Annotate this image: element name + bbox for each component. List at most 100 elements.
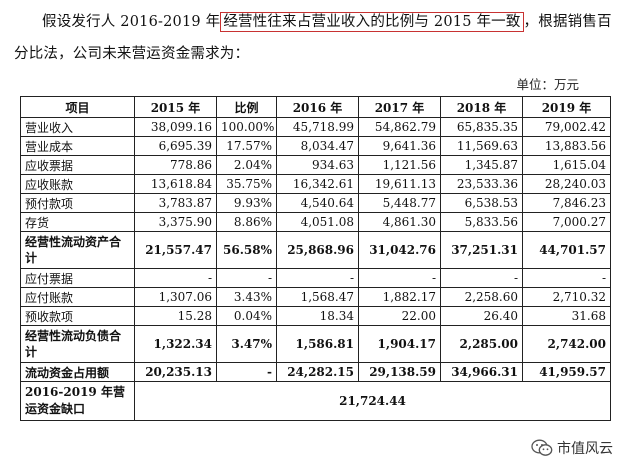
cell: - [216, 362, 277, 382]
cell: 29,138.59 [358, 362, 441, 382]
cell: 25,868.96 [276, 231, 359, 269]
table-row: 应付账款 1,307.06 3.43% 1,568.47 1,882.17 2,… [20, 287, 611, 307]
cell: 3,783.87 [134, 193, 217, 213]
highlighted-phrase: 经营性往来占营业收入的比例与 2015 年一致 [220, 12, 524, 32]
cell: 24,282.15 [276, 362, 359, 382]
intro-text-after: ，根据销售百分比法，公司未来营运资金需求为： [14, 14, 612, 62]
cell: 79,002.42 [522, 117, 611, 137]
cell: 7,846.23 [522, 193, 611, 213]
header-cell: 2017 年 [358, 96, 441, 118]
cell: 1,615.04 [522, 155, 611, 175]
cell: 3,375.90 [134, 212, 217, 232]
row-label: 预付款项 [20, 193, 135, 213]
row-label: 经营性流动负债合计 [20, 325, 135, 363]
cell: 1,904.17 [358, 325, 441, 363]
unit-label: 单位：万元 [516, 77, 579, 92]
row-label: 应付账款 [20, 287, 135, 307]
intro-text-before: 假设发行人 2016-2019 年 [42, 14, 221, 30]
row-label: 营业收入 [20, 117, 135, 137]
table-row: 预收款项 15.28 0.04% 18.34 22.00 26.40 31.68 [20, 306, 611, 326]
cell: 45,718.99 [276, 117, 359, 137]
cell: 1,307.06 [134, 287, 217, 307]
table-row: 应收票据 778.86 2.04% 934.63 1,121.56 1,345.… [20, 155, 611, 175]
row-label: 应付票据 [20, 268, 135, 288]
cell: 8.86% [216, 212, 277, 232]
table-header-row: 项目 2015 年 比例 2016 年 2017 年 2018 年 2019 年 [20, 96, 611, 118]
cell: 4,540.64 [276, 193, 359, 213]
cell: 13,883.56 [522, 136, 611, 156]
cell: 1,568.47 [276, 287, 359, 307]
table-row-subtotal: 经营性流动负债合计 1,322.34 3.47% 1,586.81 1,904.… [20, 325, 611, 363]
cell: 2,710.32 [522, 287, 611, 307]
table-row: 应收账款 13,618.84 35.75% 16,342.61 19,611.1… [20, 174, 611, 194]
cell: 1,586.81 [276, 325, 359, 363]
cell: 2,285.00 [440, 325, 523, 363]
cell: 3.43% [216, 287, 277, 307]
cell: 17.57% [216, 136, 277, 156]
watermark-text: 市值风云 [557, 441, 613, 457]
cell: 6,695.39 [134, 136, 217, 156]
cell: 26.40 [440, 306, 523, 326]
row-label: 应收票据 [20, 155, 135, 175]
cell: 9.93% [216, 193, 277, 213]
gap-label: 2016-2019 年营运资金缺口 [20, 381, 135, 421]
header-cell: 2019 年 [522, 96, 611, 118]
working-capital-table: 项目 2015 年 比例 2016 年 2017 年 2018 年 2019 年… [20, 96, 611, 421]
cell: 31.68 [522, 306, 611, 326]
working-capital-gap-row: 2016-2019 年营运资金缺口 21,724.44 [20, 381, 611, 421]
cell: - [216, 268, 277, 288]
cell: 4,861.30 [358, 212, 441, 232]
intro-paragraph: 假设发行人 2016-2019 年经营性往来占营业收入的比例与 2015 年一致… [14, 6, 624, 70]
table-row-total: 流动资金占用额 20,235.13 - 24,282.15 29,138.59 … [20, 362, 611, 382]
cell: 100.00% [216, 117, 277, 137]
watermark: 市值风云 [527, 436, 617, 460]
cell: - [440, 268, 523, 288]
cell: 11,569.63 [440, 136, 523, 156]
cell: 4,051.08 [276, 212, 359, 232]
cell: 44,701.57 [522, 231, 611, 269]
cell: 38,099.16 [134, 117, 217, 137]
header-cell: 比例 [216, 96, 277, 118]
cell: 9,641.36 [358, 136, 441, 156]
row-label: 应收账款 [20, 174, 135, 194]
table-row: 营业成本 6,695.39 17.57% 8,034.47 9,641.36 1… [20, 136, 611, 156]
cell: 23,533.36 [440, 174, 523, 194]
table-row: 应付票据 - - - - - - [20, 268, 611, 288]
cell: 13,618.84 [134, 174, 217, 194]
header-cell: 项目 [20, 96, 135, 118]
cell: 22.00 [358, 306, 441, 326]
cell: 54,862.79 [358, 117, 441, 137]
header-cell: 2018 年 [440, 96, 523, 118]
row-label: 存货 [20, 212, 135, 232]
wechat-icon [531, 439, 553, 457]
table-row-subtotal: 经营性流动资产合计 21,557.47 56.58% 25,868.96 31,… [20, 231, 611, 269]
cell: 8,034.47 [276, 136, 359, 156]
cell: 34,966.31 [440, 362, 523, 382]
row-label: 预收款项 [20, 306, 135, 326]
cell: 19,611.13 [358, 174, 441, 194]
cell: 5,833.56 [440, 212, 523, 232]
cell: 778.86 [134, 155, 217, 175]
cell: 41,959.57 [522, 362, 611, 382]
row-label: 营业成本 [20, 136, 135, 156]
header-cell: 2015 年 [134, 96, 217, 118]
row-label: 经营性流动资产合计 [20, 231, 135, 269]
cell: 15.28 [134, 306, 217, 326]
cell: 5,448.77 [358, 193, 441, 213]
cell: 1,882.17 [358, 287, 441, 307]
cell: 6,538.53 [440, 193, 523, 213]
table-row: 预付款项 3,783.87 9.93% 4,540.64 5,448.77 6,… [20, 193, 611, 213]
row-label: 流动资金占用额 [20, 362, 135, 382]
cell: 28,240.03 [522, 174, 611, 194]
table-row: 营业收入 38,099.16 100.00% 45,718.99 54,862.… [20, 117, 611, 137]
cell: - [358, 268, 441, 288]
cell: 1,322.34 [134, 325, 217, 363]
table-row: 存货 3,375.90 8.86% 4,051.08 4,861.30 5,83… [20, 212, 611, 232]
cell: - [522, 268, 611, 288]
cell: 20,235.13 [134, 362, 217, 382]
cell: 2,742.00 [522, 325, 611, 363]
cell: 18.34 [276, 306, 359, 326]
cell: 0.04% [216, 306, 277, 326]
cell: 934.63 [276, 155, 359, 175]
header-cell: 2016 年 [276, 96, 359, 118]
